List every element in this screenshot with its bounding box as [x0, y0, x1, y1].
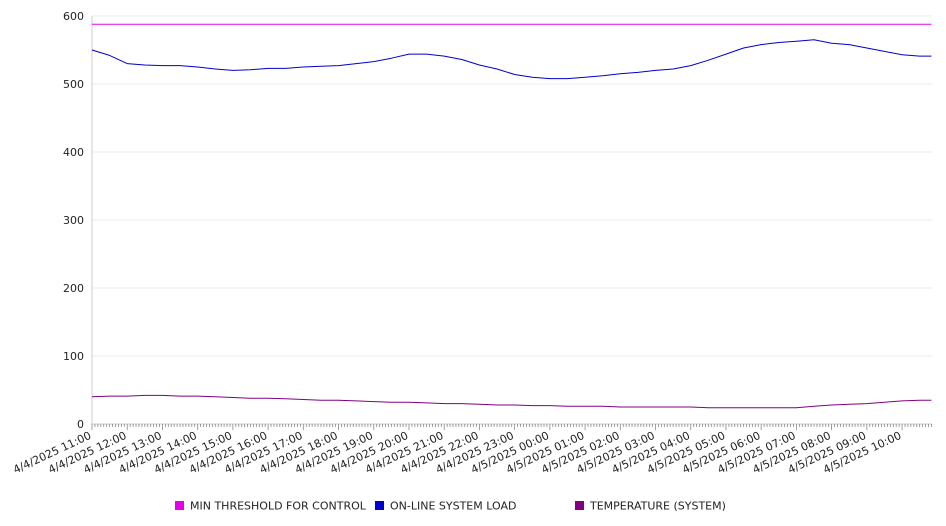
y-tick-labels: 0 100 200 300 400 500 600	[63, 10, 84, 431]
y-tick-label: 500	[63, 78, 84, 91]
y-tick-label: 300	[63, 214, 84, 227]
legend-swatch	[375, 501, 384, 510]
y-tick-label: 100	[63, 350, 84, 363]
series-lines	[91, 23, 932, 409]
x-tick-labels: 4/4/2025 11:004/4/2025 12:004/4/2025 13:…	[11, 429, 903, 477]
series-line-2	[91, 394, 932, 409]
legend-swatch	[575, 501, 584, 510]
y-tick-label: 600	[63, 10, 84, 23]
legend-item-2[interactable]: TEMPERATURE (SYSTEM)	[575, 500, 726, 513]
y-tick-label: 400	[63, 146, 84, 159]
axes	[91, 16, 932, 430]
y-tick-label: 0	[77, 418, 84, 431]
series-line-1	[91, 39, 932, 80]
legend-label: MIN THRESHOLD FOR CONTROL	[190, 500, 367, 513]
grid-lines	[92, 15, 932, 357]
legend-swatch	[175, 501, 184, 510]
legend-item-0[interactable]: MIN THRESHOLD FOR CONTROL	[175, 500, 367, 513]
legend-label: ON-LINE SYSTEM LOAD	[390, 500, 516, 513]
y-tick-label: 200	[63, 282, 84, 295]
legend-item-1[interactable]: ON-LINE SYSTEM LOAD	[375, 500, 516, 513]
legend-label: TEMPERATURE (SYSTEM)	[589, 500, 726, 513]
legend[interactable]: MIN THRESHOLD FOR CONTROL ON-LINE SYSTEM …	[175, 500, 726, 513]
